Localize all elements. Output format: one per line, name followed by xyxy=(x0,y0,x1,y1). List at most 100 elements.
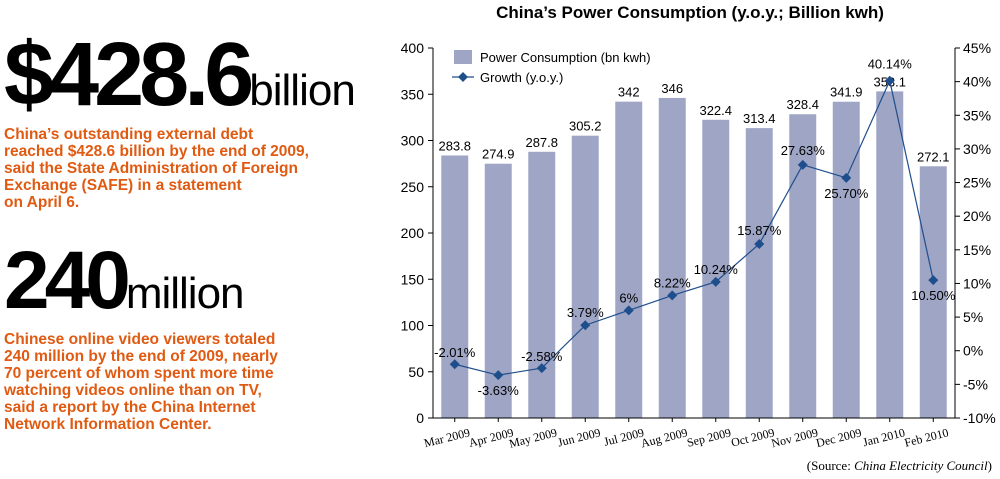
y-tick-label-right: 35% xyxy=(963,107,991,123)
fact1-line: Exchange (SAFE) in a statement xyxy=(4,177,242,194)
growth-point xyxy=(580,320,591,331)
bar xyxy=(789,114,817,418)
fact2-line: 240 million by the end of 2009, nearly xyxy=(4,348,278,365)
bar-value-label: 322.4 xyxy=(699,103,732,118)
fact2-line: Chinese online video viewers totaled xyxy=(4,331,276,348)
source-note: (Source: China Electricity Council) xyxy=(807,458,992,474)
x-tick-label: Mar 2009 xyxy=(422,425,471,450)
bar-value-label: 313.4 xyxy=(743,111,776,126)
growth-value-label: -2.58% xyxy=(521,349,563,364)
fact1-unit: billion xyxy=(249,66,356,115)
x-tick-label: Jun 2009 xyxy=(556,425,602,449)
y-tick-label-left: 250 xyxy=(401,179,425,195)
fact1-number: $428.6 xyxy=(4,25,254,125)
fact2-line: watching videos online than on TV, xyxy=(4,382,262,399)
bar-value-label: 283.8 xyxy=(438,138,471,153)
growth-value-label: 6% xyxy=(619,290,638,305)
y-tick-label-right: 20% xyxy=(963,208,991,224)
source-prefix: (Source: xyxy=(806,458,855,473)
fact1-line: said the State Administration of Foreign xyxy=(4,160,298,177)
y-tick-label-left: 400 xyxy=(401,40,425,56)
growth-value-label: 3.79% xyxy=(567,305,604,320)
y-tick-label-left: 200 xyxy=(401,225,425,241)
y-tick-label-right: 10% xyxy=(963,275,991,291)
y-tick-label-left: 0 xyxy=(416,410,424,426)
fact1-description: China’s outstanding external debt reached… xyxy=(4,126,384,211)
growth-point xyxy=(710,276,721,287)
source-name: China Electricity Council xyxy=(854,458,988,473)
y-tick-label-right: 15% xyxy=(963,242,991,258)
bar-value-label: 272.1 xyxy=(917,149,950,164)
growth-value-label: 15.87% xyxy=(737,223,782,238)
fact2-unit: million xyxy=(125,269,245,318)
growth-point xyxy=(797,159,808,170)
bar xyxy=(745,128,773,419)
bar-value-label: 287.8 xyxy=(525,135,558,150)
fact2-description: Chinese online video viewers totaled 240 … xyxy=(4,331,384,433)
growth-point xyxy=(536,363,547,374)
x-tick-label: Sep 2009 xyxy=(685,425,732,449)
bar xyxy=(919,166,947,418)
growth-point xyxy=(493,370,504,381)
fact2-headline: 240million xyxy=(4,240,245,322)
growth-point xyxy=(928,275,939,286)
y-tick-label-left: 50 xyxy=(408,364,424,380)
y-tick-label-left: 100 xyxy=(401,318,425,334)
y-tick-label-right: 30% xyxy=(963,141,991,157)
fact2-line: Network Information Center. xyxy=(4,416,212,433)
fact1-line: on April 6. xyxy=(4,194,80,211)
bar xyxy=(615,101,643,419)
chart-title: China’s Power Consumption (y.o.y.; Billi… xyxy=(496,3,884,22)
growth-value-label: 8.22% xyxy=(654,275,691,290)
bar xyxy=(441,155,469,419)
legend-bar-swatch xyxy=(454,50,472,64)
y-tick-label-right: -10% xyxy=(963,410,996,426)
y-tick-label-left: 150 xyxy=(401,271,425,287)
growth-line xyxy=(454,78,934,376)
source-suffix: ) xyxy=(987,458,992,473)
legend-line-label: Growth (y.o.y.) xyxy=(480,70,563,85)
growth-value-label: -2.01% xyxy=(434,345,476,360)
fact1-line: reached $428.6 billion by the end of 200… xyxy=(4,143,309,160)
growth-point xyxy=(623,305,634,316)
growth-value-label: 40.14% xyxy=(868,57,913,72)
bar-value-label: 274.9 xyxy=(482,147,515,162)
growth-point xyxy=(667,290,678,301)
x-tick-label: May 2009 xyxy=(508,425,559,450)
y-tick-label-right: 0% xyxy=(963,343,983,359)
growth-value-label: 27.63% xyxy=(781,143,826,158)
bar-value-label: 342 xyxy=(618,85,640,100)
y-tick-label-right: 5% xyxy=(963,309,983,325)
bar-value-label: 346 xyxy=(661,81,683,96)
growth-point xyxy=(449,359,460,370)
legend-line-marker xyxy=(458,72,468,82)
x-tick-label: Jan 2010 xyxy=(861,425,906,449)
fact2-line: said a report by the China Internet xyxy=(4,399,256,416)
bar xyxy=(658,97,686,418)
growth-value-label: -3.63% xyxy=(478,383,520,398)
growth-value-label: 10.24% xyxy=(694,262,739,277)
growth-value-label: 10.50% xyxy=(911,288,956,303)
growth-point xyxy=(841,172,852,183)
y-tick-label-right: 40% xyxy=(963,74,991,90)
x-tick-label: Aug 2009 xyxy=(639,425,689,450)
fact2-number: 240 xyxy=(4,235,131,326)
bar xyxy=(876,91,904,418)
bar-value-label: 341.9 xyxy=(830,85,863,100)
bar-value-label: 328.4 xyxy=(786,97,819,112)
y-tick-label-left: 300 xyxy=(401,133,425,149)
x-tick-label: Feb 2010 xyxy=(903,425,950,449)
growth-point xyxy=(884,75,895,86)
bar xyxy=(528,151,556,418)
growth-value-label: 25.70% xyxy=(824,186,869,201)
bar-value-label: 305.2 xyxy=(569,119,602,134)
x-tick-label: Nov 2009 xyxy=(770,425,820,450)
y-tick-label-left: 350 xyxy=(401,86,425,102)
y-tick-label-right: 45% xyxy=(963,40,991,56)
fact1-line: China’s outstanding external debt xyxy=(4,126,254,143)
bar xyxy=(832,101,860,419)
bar xyxy=(702,119,730,418)
bar xyxy=(571,135,599,418)
legend-bar-label: Power Consumption (bn kwh) xyxy=(480,50,651,65)
